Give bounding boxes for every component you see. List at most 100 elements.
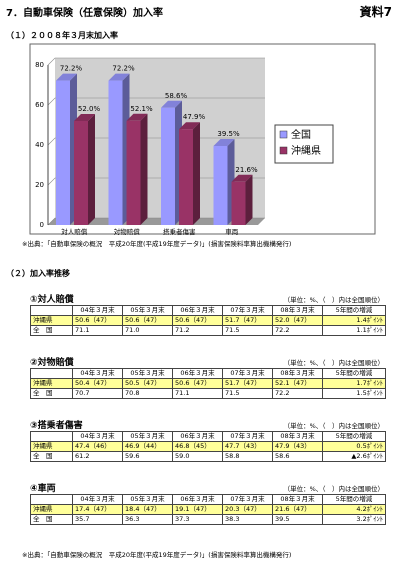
- cell: 58.6: [272, 451, 323, 462]
- column-header: 04年３月末: [72, 305, 123, 316]
- bar: [179, 129, 193, 225]
- column-header: 08年３月末: [272, 368, 323, 379]
- table-title: ④車両: [30, 484, 56, 494]
- cell: 47.7（43）: [222, 441, 273, 452]
- data-table: 04年３月末 05年３月末 06年３月末 07年３月末 08年３月末 5年間の増減 沖縄県 5…: [30, 305, 386, 336]
- row-label: 全 国: [30, 325, 73, 336]
- cell: 50.5（47）: [122, 378, 173, 389]
- cell: 4.2ﾎﾟｲﾝﾄ: [322, 504, 386, 515]
- column-header: 06年３月末: [172, 494, 223, 505]
- badge: 資料7: [359, 5, 392, 19]
- table-title: ③搭乗者傷害: [30, 421, 83, 431]
- bar-top: [126, 113, 148, 121]
- column-header: 07年３月末: [222, 431, 273, 442]
- bar-top: [56, 73, 77, 81]
- bar: [56, 80, 70, 225]
- corner-cell: [30, 305, 73, 316]
- data-table: 04年３月末 05年３月末 06年３月末 07年３月末 08年３月末 5年間の増減 沖縄県 5…: [30, 368, 386, 399]
- chart: 0 20 40 60 80 対人賠償 72.2% 52.0% 対物賠償 72.2% 52.1% 搭乗者…: [29, 43, 376, 236]
- row-label: 全 国: [30, 451, 73, 462]
- cell: 71.5: [222, 388, 273, 399]
- column-header: 05年３月末: [122, 431, 173, 442]
- y-tick-label: 20: [35, 181, 44, 189]
- row-label: 沖縄県: [30, 504, 73, 515]
- bar-side: [140, 113, 148, 225]
- column-header: 5年間の増減: [322, 494, 386, 505]
- value-label: 72.2%: [112, 65, 135, 73]
- column-header: 07年３月末: [222, 368, 273, 379]
- data-row: 全 国 71.1 71.0 71.2 71.5 72.2 1.1ﾎﾟｲﾝﾄ: [30, 325, 386, 336]
- cell: 50.6（47）: [72, 315, 123, 326]
- value-label: 72.2%: [60, 65, 83, 73]
- row-label: 全 国: [30, 514, 73, 525]
- data-row: 沖縄県 17.4（47） 18.4（47） 19.1（47） 20.3（47） 21.6（…: [30, 504, 386, 515]
- cell: 59.6: [122, 451, 173, 462]
- data-row: 全 国 61.2 59.6 59.0 58.8 58.6 ▲2.6ﾎﾟｲﾝﾄ: [30, 451, 386, 462]
- floor: [48, 218, 265, 225]
- row-label: 沖縄県: [30, 315, 73, 326]
- header-row: 04年３月末 05年３月末 06年３月末 07年３月末 08年３月末 5年間の増減: [30, 431, 386, 442]
- column-header: 08年３月末: [272, 431, 323, 442]
- cell: 1.7ﾎﾟｲﾝﾄ: [322, 378, 386, 389]
- cell: 51.7（47）: [222, 378, 273, 389]
- cell: 71.0: [122, 325, 173, 336]
- cell: 70.7: [72, 388, 123, 399]
- cell: 52.0（47）: [272, 315, 323, 326]
- column-header: 5年間の増減: [322, 368, 386, 379]
- cell: 47.9（43）: [272, 441, 323, 452]
- column-header: 05年３月末: [122, 305, 173, 316]
- cell: 50.4（47）: [72, 378, 123, 389]
- column-header: 06年３月末: [172, 431, 223, 442]
- x-tick-label: 対物賠償: [114, 227, 141, 236]
- cell: 37.3: [172, 514, 223, 525]
- cell: 72.2: [272, 388, 323, 399]
- legend-label: 沖縄県: [291, 144, 321, 157]
- cell: 1.4ﾎﾟｲﾝﾄ: [322, 315, 386, 326]
- cell: 36.3: [122, 514, 173, 525]
- y-tick-label: 40: [35, 141, 44, 149]
- cell: 1.5ﾎﾟｲﾝﾄ: [322, 388, 386, 399]
- bar-top: [108, 73, 130, 81]
- data-row: 全 国 35.7 36.3 37.3 38.3 39.5 3.2ﾎﾟｲﾝﾄ: [30, 514, 386, 525]
- data-row: 全 国 70.7 70.8 71.1 71.5 72.2 1.5ﾎﾟｲﾝﾄ: [30, 388, 386, 399]
- grid-line: [47, 57, 265, 66]
- cell: 17.4（47）: [72, 504, 123, 515]
- cell: 50.6（47）: [172, 378, 223, 389]
- value-label: 52.0%: [78, 105, 101, 113]
- data-row: 沖縄県 47.4（46） 46.9（44） 46.8（45） 47.7（43） 47.9（…: [30, 441, 386, 452]
- value-label: 21.6%: [235, 166, 258, 174]
- table-title: ①対人賠償: [30, 295, 74, 305]
- bar-top: [179, 122, 200, 130]
- cell: 20.3（47）: [222, 504, 273, 515]
- bar: [161, 107, 175, 225]
- cell: 71.5: [222, 325, 273, 336]
- cell: 39.5: [272, 514, 323, 525]
- x-tick-label: 搭乗者傷害: [163, 227, 196, 236]
- header-row: 04年３月末 05年３月末 06年３月末 07年３月末 08年３月末 5年間の増減: [30, 305, 386, 316]
- cell: 21.6（47）: [272, 504, 323, 515]
- value-label: 52.1%: [130, 105, 153, 113]
- column-header: 04年３月末: [72, 494, 123, 505]
- cell: 71.1: [172, 388, 223, 399]
- cell: 18.4（47）: [122, 504, 173, 515]
- column-header: 06年３月末: [172, 368, 223, 379]
- bar: [74, 121, 88, 225]
- cell: 19.1（47）: [172, 504, 223, 515]
- cell: 0.5ﾎﾟｲﾝﾄ: [322, 441, 386, 452]
- table-unit: （単位：%、（ ）内は全国順位）: [283, 485, 384, 493]
- section-heading: （２）加入率推移: [6, 269, 70, 278]
- cell: 70.8: [122, 388, 173, 399]
- row-label: 沖縄県: [30, 441, 73, 452]
- cell: 46.9（44）: [122, 441, 173, 452]
- cell: 50.6（47）: [172, 315, 223, 326]
- legend-label: 全国: [291, 128, 311, 141]
- cell: 3.2ﾎﾟｲﾝﾄ: [322, 514, 386, 525]
- column-header: 08年３月末: [272, 305, 323, 316]
- cell: ▲2.6ﾎﾟｲﾝﾄ: [322, 451, 386, 462]
- cell: 72.2: [272, 325, 323, 336]
- y-tick-label: 60: [35, 101, 44, 109]
- column-header: 04年３月末: [72, 368, 123, 379]
- row-label: 全 国: [30, 388, 73, 399]
- value-label: 58.6%: [165, 92, 188, 100]
